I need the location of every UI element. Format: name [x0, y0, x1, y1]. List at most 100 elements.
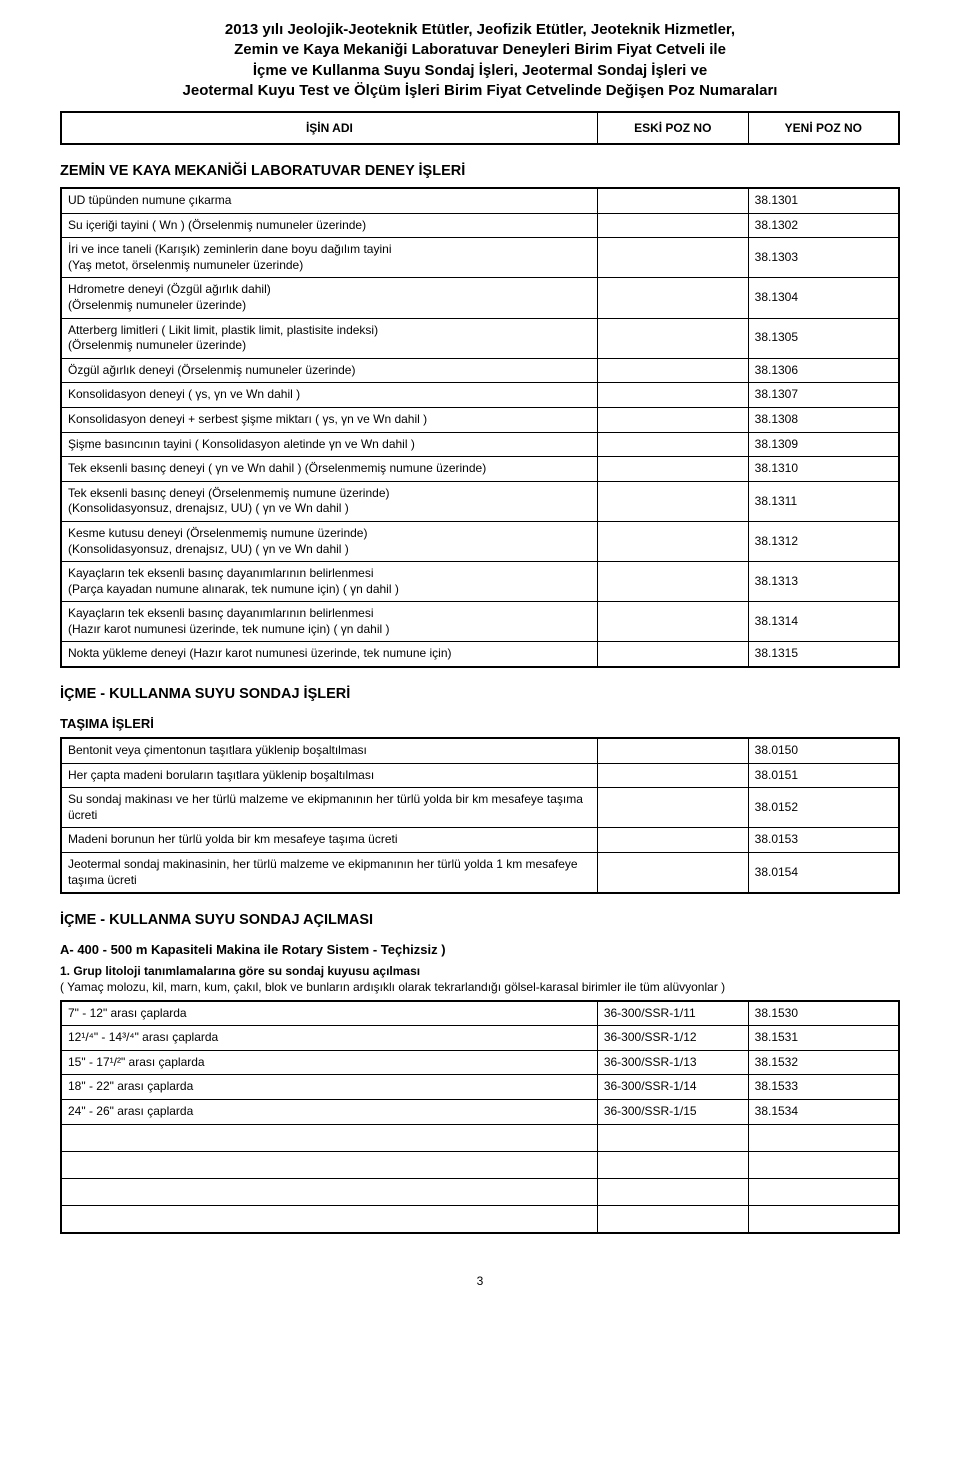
cell-yeni-poz: 38.1315: [748, 642, 899, 667]
cell-eski-poz: [597, 213, 748, 238]
cell-eski-poz: [597, 602, 748, 642]
cell-yeni-poz: 38.0152: [748, 788, 899, 828]
cell-isin-adi: Kayaçların tek eksenli basınç dayanımlar…: [61, 562, 597, 602]
cell-eski-poz: [597, 432, 748, 457]
cell-isin-adi: Hdrometre deneyi (Özgül ağırlık dahil) (…: [61, 278, 597, 318]
cell-eski-poz: [597, 188, 748, 213]
table-row: [61, 1124, 899, 1151]
cell-yeni-poz: 38.1302: [748, 213, 899, 238]
cell-yeni-poz: 38.1310: [748, 457, 899, 482]
cell-eski-poz: [597, 738, 748, 763]
col-isin-adi: İŞİN ADI: [61, 112, 597, 144]
table-row: Nokta yükleme deneyi (Hazır karot numune…: [61, 642, 899, 667]
cell-eski-poz: [597, 853, 748, 894]
table-row: İri ve ince taneli (Karışık) zeminlerin …: [61, 238, 899, 278]
table-row: Kayaçların tek eksenli basınç dayanımlar…: [61, 562, 899, 602]
cell-eski-poz: [597, 562, 748, 602]
cell-yeni-poz: 38.1530: [748, 1001, 899, 1026]
cell-isin-adi: Her çapta madeni boruların taşıtlara yük…: [61, 763, 597, 788]
cell-yeni-poz: 38.1314: [748, 602, 899, 642]
cell-yeni-poz: 38.0154: [748, 853, 899, 894]
cell-yeni-poz: 38.0151: [748, 763, 899, 788]
cell-yeni-poz: 38.1313: [748, 562, 899, 602]
cell-isin-adi: 18" - 22" arası çaplarda: [61, 1075, 597, 1100]
cell-yeni-poz: 38.1309: [748, 432, 899, 457]
cell-isin-adi: Kayaçların tek eksenli basınç dayanımlar…: [61, 602, 597, 642]
table-row: [61, 1178, 899, 1205]
cell-isin-adi: Jeotermal sondaj makinasinin, her türlü …: [61, 853, 597, 894]
cell-yeni-poz: 38.1531: [748, 1026, 899, 1051]
cell-isin-adi: Konsolidasyon deneyi ( γs, γn ve Wn dahi…: [61, 383, 597, 408]
table-row: Konsolidasyon deneyi + serbest şişme mik…: [61, 407, 899, 432]
table-row: Tek eksenli basınç deneyi ( γn ve Wn dah…: [61, 457, 899, 482]
table-row: 12¹/⁴" - 14³/⁴" arası çaplarda36-300/SSR…: [61, 1026, 899, 1051]
cell-eski-poz: [597, 383, 748, 408]
header-table: İŞİN ADI ESKİ POZ NO YENİ POZ NO: [60, 111, 900, 145]
cell-empty: [748, 1124, 899, 1151]
cell-isin-adi: Su içeriği tayini ( Wn ) (Örselenmiş num…: [61, 213, 597, 238]
cell-isin-adi: 12¹/⁴" - 14³/⁴" arası çaplarda: [61, 1026, 597, 1051]
table-row: UD tüpünden numune çıkarma 38.1301: [61, 188, 899, 213]
table-row: Tek eksenli basınç deneyi (Örselenmemiş …: [61, 481, 899, 521]
cell-empty: [597, 1178, 748, 1205]
cell-yeni-poz: 38.1311: [748, 481, 899, 521]
table-row: Hdrometre deneyi (Özgül ağırlık dahil) (…: [61, 278, 899, 318]
col-eski-poz: ESKİ POZ NO: [597, 112, 748, 144]
cell-empty: [597, 1205, 748, 1233]
cell-eski-poz: [597, 763, 748, 788]
cell-isin-adi: Tek eksenli basınç deneyi ( γn ve Wn dah…: [61, 457, 597, 482]
table-row: [61, 1205, 899, 1233]
cell-eski-poz: [597, 828, 748, 853]
cell-isin-adi: Bentonit veya çimentonun taşıtlara yükle…: [61, 738, 597, 763]
cell-eski-poz: 36-300/SSR-1/12: [597, 1026, 748, 1051]
table-row: 24" - 26" arası çaplarda36-300/SSR-1/153…: [61, 1099, 899, 1124]
cell-eski-poz: [597, 318, 748, 358]
section-sondaj-acilmasi: İÇME - KULLANMA SUYU SONDAJ AÇILMASI: [60, 912, 900, 928]
cell-yeni-poz: 38.0153: [748, 828, 899, 853]
table-row: Atterberg limitleri ( Likit limit, plast…: [61, 318, 899, 358]
table-row: Her çapta madeni boruların taşıtlara yük…: [61, 763, 899, 788]
cell-eski-poz: [597, 521, 748, 561]
table-row: Bentonit veya çimentonun taşıtlara yükle…: [61, 738, 899, 763]
table-row: [61, 1151, 899, 1178]
table-row: Kesme kutusu deneyi (Örselenmemiş numune…: [61, 521, 899, 561]
cell-isin-adi: Atterberg limitleri ( Likit limit, plast…: [61, 318, 597, 358]
cell-isin-adi: Şişme basıncının tayini ( Konsolidasyon …: [61, 432, 597, 457]
cell-yeni-poz: 38.1534: [748, 1099, 899, 1124]
cell-eski-poz: [597, 278, 748, 318]
cell-empty: [61, 1205, 597, 1233]
cell-empty: [748, 1178, 899, 1205]
cell-eski-poz: [597, 788, 748, 828]
page-number: 3: [60, 1274, 900, 1288]
section-icme-kullanma: İÇME - KULLANMA SUYU SONDAJ İŞLERİ: [60, 686, 900, 702]
section-zemin-kaya: ZEMİN VE KAYA MEKANİĞİ LABORATUVAR DENEY…: [60, 163, 900, 179]
cell-isin-adi: Konsolidasyon deneyi + serbest şişme mik…: [61, 407, 597, 432]
cell-empty: [748, 1205, 899, 1233]
cell-empty: [61, 1178, 597, 1205]
cell-yeni-poz: 38.1306: [748, 358, 899, 383]
table-tasima: Bentonit veya çimentonun taşıtlara yükle…: [60, 737, 900, 894]
cell-eski-poz: 36-300/SSR-1/14: [597, 1075, 748, 1100]
intro-text: 1. Grup litoloji tanımlamalarına göre su…: [60, 963, 900, 995]
subsection-tasima: TAŞIMA İŞLERİ: [60, 716, 900, 731]
cell-isin-adi: Tek eksenli basınç deneyi (Örselenmemiş …: [61, 481, 597, 521]
cell-yeni-poz: 38.1301: [748, 188, 899, 213]
table-row: Su sondaj makinası ve her türlü malzeme …: [61, 788, 899, 828]
table-row: Jeotermal sondaj makinasinin, her türlü …: [61, 853, 899, 894]
table-row: Su içeriği tayini ( Wn ) (Örselenmiş num…: [61, 213, 899, 238]
cell-isin-adi: Su sondaj makinası ve her türlü malzeme …: [61, 788, 597, 828]
cell-isin-adi: UD tüpünden numune çıkarma: [61, 188, 597, 213]
cell-empty: [61, 1124, 597, 1151]
table-row: Özgül ağırlık deneyi (Örselenmiş numunel…: [61, 358, 899, 383]
cell-yeni-poz: 38.1533: [748, 1075, 899, 1100]
document-title: 2013 yılı Jeolojik-Jeoteknik Etütler, Je…: [60, 20, 900, 101]
cell-isin-adi: 15" - 17¹/²" arası çaplarda: [61, 1050, 597, 1075]
cell-isin-adi: Özgül ağırlık deneyi (Örselenmiş numunel…: [61, 358, 597, 383]
cell-isin-adi: Nokta yükleme deneyi (Hazır karot numune…: [61, 642, 597, 667]
cell-isin-adi: Madeni borunun her türlü yolda bir km me…: [61, 828, 597, 853]
cell-yeni-poz: 38.1307: [748, 383, 899, 408]
cell-empty: [61, 1151, 597, 1178]
cell-yeni-poz: 38.1305: [748, 318, 899, 358]
table-row: 7" - 12" arası çaplarda36-300/SSR-1/1138…: [61, 1001, 899, 1026]
table-row: 18" - 22" arası çaplarda36-300/SSR-1/143…: [61, 1075, 899, 1100]
